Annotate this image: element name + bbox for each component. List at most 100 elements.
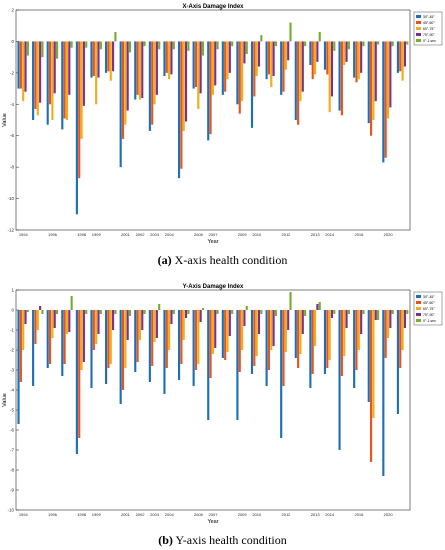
bar	[207, 310, 210, 420]
bar	[396, 310, 400, 414]
bar	[211, 41, 214, 95]
bar	[360, 310, 363, 334]
bar	[53, 41, 56, 94]
bar	[32, 310, 35, 386]
bar	[362, 310, 365, 314]
bar	[51, 310, 54, 338]
bar	[382, 41, 385, 163]
bar	[22, 41, 25, 102]
bar	[34, 310, 37, 344]
x-tick-label: 1994	[19, 512, 29, 517]
bar	[119, 310, 122, 404]
caption-b-text: Y-axis health condition	[175, 533, 287, 547]
bar	[126, 310, 129, 340]
bar	[199, 41, 202, 94]
y-tick-label: -4	[10, 388, 14, 393]
bar	[114, 32, 117, 42]
bar	[180, 310, 183, 364]
bar	[238, 41, 241, 114]
y-tick-label: -10	[7, 196, 14, 201]
x-tick-label: 2007	[209, 232, 219, 237]
bar	[301, 310, 304, 334]
bar	[141, 41, 144, 98]
bar	[253, 41, 256, 97]
bar	[17, 41, 20, 89]
y-tick-label: -8	[10, 165, 14, 170]
bar	[316, 41, 319, 62]
bar	[384, 41, 387, 158]
bar	[241, 41, 244, 102]
bar	[304, 310, 307, 316]
bar	[297, 41, 300, 125]
bar	[272, 41, 275, 76]
bar	[61, 41, 64, 130]
x-tick-label: 2002	[136, 232, 146, 237]
legend-swatch	[416, 27, 421, 30]
bar	[309, 310, 312, 388]
bar	[260, 310, 263, 314]
legend-swatch	[416, 21, 421, 24]
bar	[75, 310, 78, 454]
bar	[112, 310, 115, 330]
x-tick-label: 2016	[354, 512, 364, 517]
bar	[367, 310, 370, 402]
bar	[406, 41, 409, 45]
bar	[353, 310, 356, 388]
bar	[284, 310, 287, 352]
bar	[148, 41, 151, 131]
bar	[17, 310, 20, 424]
bar	[128, 310, 132, 316]
bar	[347, 41, 350, 50]
bar	[165, 41, 168, 73]
bar	[384, 310, 387, 358]
bar	[374, 310, 377, 320]
bar	[345, 310, 348, 328]
bar	[168, 41, 171, 80]
bar	[255, 41, 258, 76]
bar	[297, 310, 300, 368]
x-tick-label: 2014	[325, 232, 335, 237]
bar	[105, 310, 108, 384]
legend-swatch	[416, 33, 421, 36]
x-axis-label: Year	[207, 239, 218, 245]
bar	[280, 41, 283, 95]
bar	[55, 41, 59, 59]
bar	[287, 41, 290, 61]
bar	[323, 41, 327, 70]
bar	[97, 41, 100, 78]
bar	[92, 310, 95, 350]
bar	[311, 310, 314, 374]
bar	[85, 41, 88, 48]
bar	[270, 310, 273, 350]
bar	[36, 310, 39, 330]
legend-swatch	[416, 39, 421, 42]
bar	[328, 41, 331, 113]
x-tick-label: 2007	[209, 512, 219, 517]
bar	[151, 41, 154, 125]
bar	[134, 310, 137, 372]
bar	[141, 310, 144, 330]
legend-swatch	[416, 313, 421, 316]
x-tick-label: 1999	[92, 512, 102, 517]
y-tick-label: -10	[7, 508, 14, 513]
bar	[389, 41, 392, 108]
bar	[194, 41, 198, 87]
legend-swatch	[416, 319, 421, 322]
x-tick-label: 1998	[77, 232, 87, 237]
bar	[224, 41, 227, 92]
x-tick-label: 2003	[150, 512, 160, 517]
caption-a-text: X-axis health condition	[174, 253, 288, 267]
legend-swatch	[416, 295, 421, 298]
chart-panel-x-axis: X-Axis Damage Index 2 0 -2 -4 -6 -8 -10 -12 Value…	[0, 0, 445, 272]
legend-label: 60°-75°	[423, 27, 435, 31]
x-axis-label: Year	[207, 519, 218, 525]
bar	[136, 310, 139, 362]
bar	[274, 310, 278, 316]
bar	[282, 310, 285, 386]
x-tick-label: 2004	[165, 232, 175, 237]
bar	[80, 41, 83, 139]
bar	[172, 310, 175, 314]
bar	[192, 41, 195, 89]
bar	[345, 41, 348, 62]
bar	[372, 41, 375, 120]
